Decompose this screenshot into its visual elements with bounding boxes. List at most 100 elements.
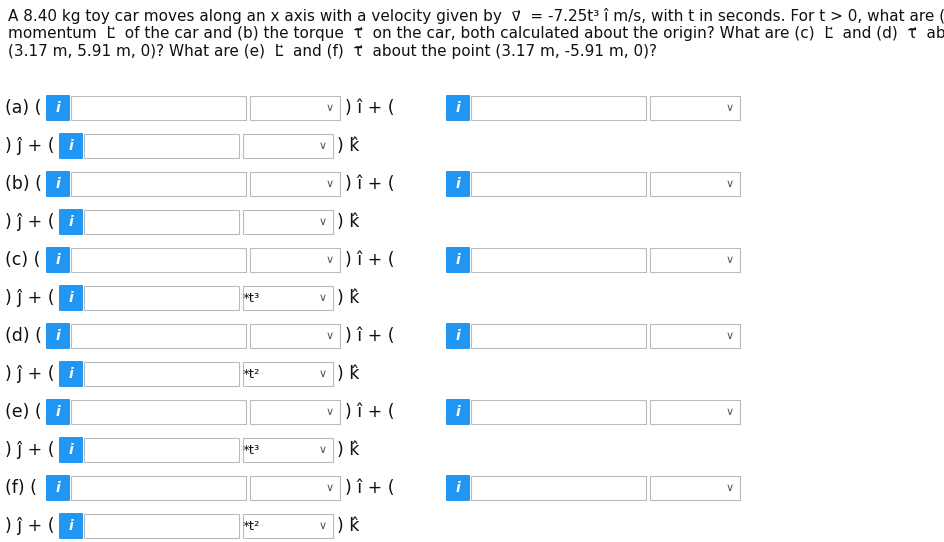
Text: ∨: ∨ bbox=[319, 445, 327, 455]
Bar bbox=[250, 172, 340, 196]
FancyBboxPatch shape bbox=[446, 95, 470, 121]
Text: ∨: ∨ bbox=[726, 179, 734, 189]
Bar bbox=[250, 324, 340, 348]
Text: ∨: ∨ bbox=[726, 255, 734, 265]
Bar bbox=[650, 248, 740, 272]
Bar bbox=[250, 476, 340, 500]
Text: ∨: ∨ bbox=[319, 217, 327, 227]
FancyBboxPatch shape bbox=[446, 399, 470, 425]
Bar bbox=[243, 438, 333, 462]
FancyBboxPatch shape bbox=[46, 171, 70, 197]
Text: *t²: *t² bbox=[243, 367, 261, 380]
Text: ∨: ∨ bbox=[726, 407, 734, 417]
Bar bbox=[243, 286, 333, 310]
Bar bbox=[650, 400, 740, 424]
FancyBboxPatch shape bbox=[446, 171, 470, 197]
Text: ∨: ∨ bbox=[326, 483, 334, 493]
Text: i: i bbox=[69, 443, 74, 457]
Bar bbox=[243, 210, 333, 234]
Text: ) k̂: ) k̂ bbox=[337, 289, 360, 307]
Bar bbox=[71, 172, 246, 196]
Text: i: i bbox=[56, 101, 60, 115]
FancyBboxPatch shape bbox=[46, 323, 70, 349]
Text: ) ĵ + (: ) ĵ + ( bbox=[5, 289, 55, 307]
Text: i: i bbox=[69, 519, 74, 533]
Bar bbox=[650, 476, 740, 500]
Text: i: i bbox=[56, 405, 60, 419]
Text: ∨: ∨ bbox=[319, 369, 327, 379]
Text: ) ĵ + (: ) ĵ + ( bbox=[5, 517, 55, 535]
Text: ) ĵ + (: ) ĵ + ( bbox=[5, 137, 55, 155]
Bar bbox=[471, 476, 646, 500]
FancyBboxPatch shape bbox=[59, 437, 83, 463]
Bar bbox=[650, 172, 740, 196]
Text: ∨: ∨ bbox=[726, 483, 734, 493]
Text: (e) (: (e) ( bbox=[5, 403, 42, 421]
Text: ) ĵ + (: ) ĵ + ( bbox=[5, 213, 55, 231]
Text: (a) (: (a) ( bbox=[5, 99, 42, 117]
Bar bbox=[243, 362, 333, 386]
Text: i: i bbox=[69, 139, 74, 153]
Bar bbox=[84, 514, 239, 538]
Text: i: i bbox=[56, 329, 60, 343]
Text: *t³: *t³ bbox=[243, 443, 261, 456]
Bar bbox=[71, 96, 246, 120]
FancyBboxPatch shape bbox=[46, 247, 70, 273]
Text: i: i bbox=[456, 481, 461, 495]
FancyBboxPatch shape bbox=[59, 209, 83, 235]
Text: (c) (: (c) ( bbox=[5, 251, 41, 269]
Text: (d) (: (d) ( bbox=[5, 327, 42, 345]
Text: ) ĵ + (: ) ĵ + ( bbox=[5, 441, 55, 459]
Text: ) î + (: ) î + ( bbox=[345, 479, 395, 497]
Text: i: i bbox=[69, 291, 74, 305]
Text: ) k̂: ) k̂ bbox=[337, 213, 360, 231]
Text: (3.17 m, 5.91 m, 0)? What are (e)  L⃗  and (f)  τ⃗  about the point (3.17 m, -5.: (3.17 m, 5.91 m, 0)? What are (e) L⃗ and… bbox=[8, 44, 657, 59]
Bar bbox=[84, 438, 239, 462]
FancyBboxPatch shape bbox=[446, 323, 470, 349]
FancyBboxPatch shape bbox=[46, 95, 70, 121]
Text: *t³: *t³ bbox=[243, 292, 261, 305]
Text: ∨: ∨ bbox=[726, 331, 734, 341]
FancyBboxPatch shape bbox=[446, 475, 470, 501]
Text: i: i bbox=[456, 253, 461, 267]
Text: i: i bbox=[56, 481, 60, 495]
Bar bbox=[471, 400, 646, 424]
Bar bbox=[650, 324, 740, 348]
Bar bbox=[71, 400, 246, 424]
Bar bbox=[471, 324, 646, 348]
Bar bbox=[243, 514, 333, 538]
Text: ∨: ∨ bbox=[326, 179, 334, 189]
Text: ) k̂: ) k̂ bbox=[337, 517, 360, 535]
Text: *t²: *t² bbox=[243, 519, 261, 532]
Bar bbox=[243, 134, 333, 158]
Bar bbox=[84, 210, 239, 234]
Text: i: i bbox=[56, 253, 60, 267]
Text: ) ĵ + (: ) ĵ + ( bbox=[5, 365, 55, 383]
FancyBboxPatch shape bbox=[59, 285, 83, 311]
Text: i: i bbox=[69, 367, 74, 381]
Text: momentum  L⃗  of the car and (b) the torque  τ⃗  on the car, both calculated abo: momentum L⃗ of the car and (b) the torqu… bbox=[8, 26, 944, 41]
Text: i: i bbox=[456, 177, 461, 191]
FancyBboxPatch shape bbox=[46, 399, 70, 425]
Bar bbox=[250, 248, 340, 272]
Text: ∨: ∨ bbox=[326, 331, 334, 341]
Text: i: i bbox=[456, 101, 461, 115]
Text: i: i bbox=[69, 215, 74, 229]
Text: A 8.40 kg toy car moves along an x axis with a velocity given by  v⃗  = -7.25t³ : A 8.40 kg toy car moves along an x axis … bbox=[8, 8, 944, 24]
Text: (f) (: (f) ( bbox=[5, 479, 37, 497]
Bar bbox=[84, 286, 239, 310]
Text: ) î + (: ) î + ( bbox=[345, 175, 395, 193]
FancyBboxPatch shape bbox=[59, 133, 83, 159]
Text: i: i bbox=[456, 405, 461, 419]
FancyBboxPatch shape bbox=[59, 513, 83, 539]
Bar bbox=[471, 248, 646, 272]
Bar bbox=[250, 96, 340, 120]
FancyBboxPatch shape bbox=[46, 475, 70, 501]
Text: i: i bbox=[56, 177, 60, 191]
Text: ∨: ∨ bbox=[319, 521, 327, 531]
Text: ∨: ∨ bbox=[726, 103, 734, 113]
Text: ∨: ∨ bbox=[319, 293, 327, 303]
FancyBboxPatch shape bbox=[59, 361, 83, 387]
Text: ) î + (: ) î + ( bbox=[345, 403, 395, 421]
Text: (b) (: (b) ( bbox=[5, 175, 42, 193]
